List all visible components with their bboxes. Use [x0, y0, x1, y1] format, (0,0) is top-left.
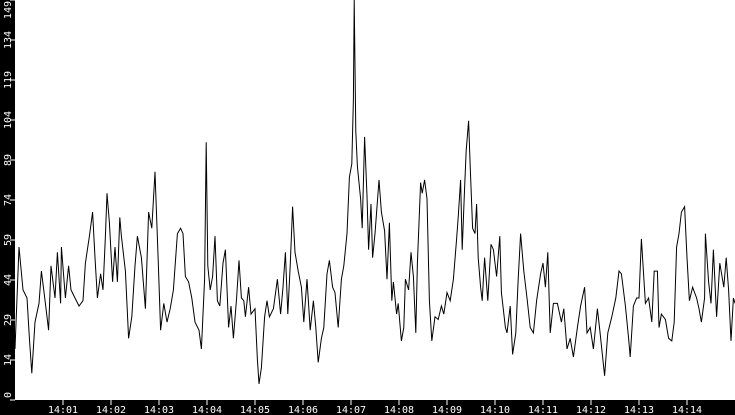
- y-axis: 0 14 29 44 59 74 89 104 119 134 149: [3, 0, 15, 401]
- x-tick-label: 14:04: [192, 405, 222, 415]
- y-tick-label: 14: [3, 354, 14, 366]
- x-tick-label: 14:02: [96, 405, 126, 415]
- y-tick-label: 89: [3, 154, 14, 166]
- x-tick-label: 14:14: [672, 405, 702, 415]
- y-tick-label: 29: [3, 314, 14, 326]
- x-tick-label: 14:09: [432, 405, 462, 415]
- x-tick-label: 14:12: [576, 405, 606, 415]
- x-tick-label: 14:07: [336, 405, 366, 415]
- y-tick-label: 104: [3, 111, 14, 129]
- x-tick-label: 14:03: [144, 405, 174, 415]
- x-tick-label: 14:08: [384, 405, 414, 415]
- x-tick-label: 14:13: [624, 405, 654, 415]
- y-tick-label: 119: [3, 71, 14, 89]
- plot-area: [15, 0, 735, 400]
- x-tick-label: 14:10: [480, 405, 510, 415]
- y-tick-label: 59: [3, 234, 14, 246]
- x-axis: 14:01 14:02 14:03 14:04 14:05 14:06 14:07 14:08…: [48, 400, 702, 415]
- series-line: [14, 0, 735, 384]
- x-tick-label: 14:05: [240, 405, 270, 415]
- y-tick-label: 44: [3, 274, 14, 286]
- x-tick-label: 14:01: [48, 405, 78, 415]
- x-tick-label: 14:11: [528, 405, 558, 415]
- y-tick-label: 0: [3, 392, 14, 398]
- y-tick-label: 134: [3, 31, 14, 49]
- y-tick-label: 149: [3, 1, 14, 19]
- y-tick-label: 74: [3, 194, 14, 206]
- x-tick-label: 14:06: [288, 405, 318, 415]
